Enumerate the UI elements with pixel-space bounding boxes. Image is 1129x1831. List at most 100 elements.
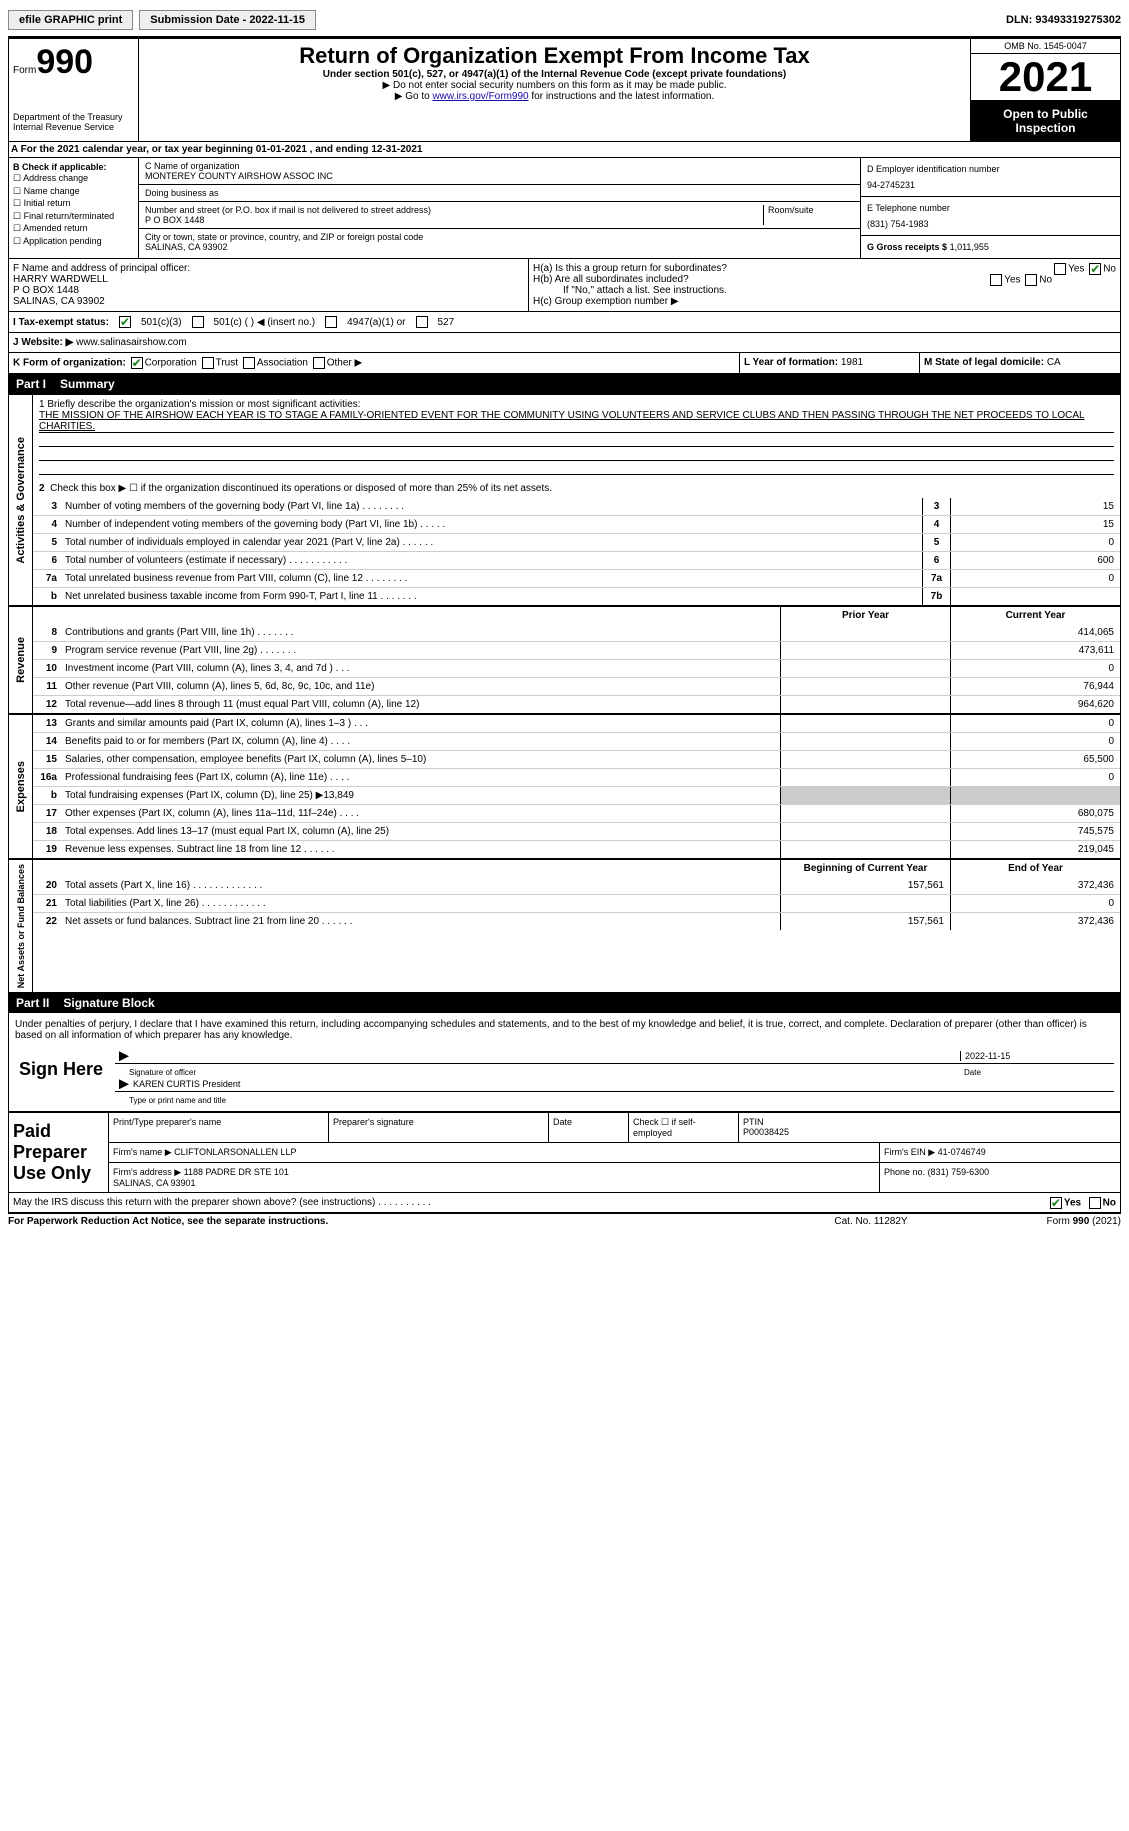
org-street: P O BOX 1448 (145, 215, 759, 225)
discuss-no[interactable] (1089, 1197, 1101, 1209)
current-year-hdr: Current Year (950, 607, 1120, 624)
sig-arrow-icon (119, 1079, 129, 1089)
hb-yes-check[interactable] (990, 274, 1002, 286)
efile-print-button[interactable]: efile GRAPHIC print (8, 10, 133, 30)
sign-here-label: Sign Here (15, 1049, 115, 1105)
check-address-change[interactable]: ☐ Address change (13, 172, 134, 185)
e-phone: (831) 754-1983 (867, 219, 1114, 229)
na-header-row: Beginning of Current Year End of Year (33, 860, 1120, 877)
hb-no-check[interactable] (1025, 274, 1037, 286)
section-revenue: Revenue Prior Year Current Year 8Contrib… (8, 606, 1121, 714)
eoy-hdr: End of Year (950, 860, 1120, 877)
c-street-label: Number and street (or P.O. box if mail i… (145, 205, 759, 215)
check-name-change[interactable]: ☐ Name change (13, 185, 134, 198)
b-label: B Check if applicable: (13, 162, 107, 172)
ha-yes-check[interactable] (1054, 263, 1066, 275)
self-employed-check[interactable]: Check ☐ if self-employed (629, 1113, 739, 1142)
line2-check: Check this box ▶ ☐ if the organization d… (50, 483, 552, 494)
officer-name: HARRY WARDWELL (13, 274, 524, 285)
row-a-tax-year: A For the 2021 calendar year, or tax yea… (8, 142, 1121, 158)
signature-block: Under penalties of perjury, I declare th… (8, 1013, 1121, 1112)
officer-street: P O BOX 1448 (13, 285, 524, 296)
check-527[interactable] (416, 316, 428, 328)
ptin: P00038425 (743, 1127, 1116, 1137)
firm-phone-label: Phone no. (884, 1167, 925, 1177)
side-rev: Revenue (13, 633, 29, 687)
org-city: SALINAS, CA 93902 (145, 242, 854, 252)
section-expenses: Expenses 13Grants and similar amounts pa… (8, 714, 1121, 859)
check-amended[interactable]: ☐ Amended return (13, 222, 134, 235)
org-name: MONTEREY COUNTY AIRSHOW ASSOC INC (145, 171, 854, 181)
line-15: 15Salaries, other compensation, employee… (33, 750, 1120, 768)
omb-number: OMB No. 1545-0047 (971, 39, 1120, 54)
form-number: 990 (36, 43, 93, 81)
line-13: 13Grants and similar amounts paid (Part … (33, 715, 1120, 732)
col-c: C Name of organizationMONTEREY COUNTY AI… (139, 158, 860, 258)
sig-arrow-icon (119, 1051, 129, 1061)
ptin-label: PTIN (743, 1117, 1116, 1127)
check-trust[interactable] (202, 357, 214, 369)
mission-text: THE MISSION OF THE AIRSHOW EACH YEAR IS … (39, 410, 1114, 433)
c-dba-label: Doing business as (145, 188, 854, 198)
paperwork-notice: For Paperwork Reduction Act Notice, see … (8, 1216, 771, 1227)
line-3: 3Number of voting members of the governi… (33, 498, 1120, 515)
form-title: Return of Organization Exempt From Incom… (147, 43, 962, 69)
line-12: 12Total revenue—add lines 8 through 11 (… (33, 695, 1120, 713)
irs-link[interactable]: www.irs.gov/Form990 (432, 91, 528, 102)
name-title-label: Type or print name and title (115, 1096, 1114, 1105)
submission-date-button[interactable]: Submission Date - 2022-11-15 (139, 10, 316, 30)
website-url: www.salinasairshow.com (76, 337, 187, 348)
check-4947[interactable] (325, 316, 337, 328)
check-501c3[interactable] (119, 316, 131, 328)
line-21: 21Total liabilities (Part X, line 26) . … (33, 894, 1120, 912)
i-label: I Tax-exempt status: (13, 317, 109, 328)
dept-treasury: Department of the Treasury Internal Reve… (13, 112, 134, 132)
paid-date-label: Date (549, 1113, 629, 1142)
part2-title: Signature Block (63, 996, 154, 1010)
row-k-l-m: K Form of organization: Corporation Trus… (8, 353, 1121, 374)
k-label: K Form of organization: (13, 358, 126, 369)
line-14: 14Benefits paid to or for members (Part … (33, 732, 1120, 750)
c-room-label: Room/suite (764, 205, 854, 225)
check-initial-return[interactable]: ☐ Initial return (13, 197, 134, 210)
discuss-row: May the IRS discuss this return with the… (8, 1193, 1121, 1213)
line-9: 9Program service revenue (Part VIII, lin… (33, 641, 1120, 659)
hb-label: H(b) Are all subordinates included? (533, 274, 689, 285)
tax-year: 2021 (971, 54, 1120, 101)
g-label: G Gross receipts $ (867, 242, 947, 252)
year-formation: 1981 (841, 357, 863, 368)
line-b: bTotal fundraising expenses (Part IX, co… (33, 786, 1120, 804)
ssn-warning: ▶ Do not enter social security numbers o… (147, 80, 962, 91)
firm-name: CLIFTONLARSONALLEN LLP (174, 1147, 296, 1157)
side-na: Net Assets or Fund Balances (14, 860, 28, 992)
section-f-h: F Name and address of principal officer:… (8, 259, 1121, 312)
line-11: 11Other revenue (Part VIII, column (A), … (33, 677, 1120, 695)
check-assoc[interactable] (243, 357, 255, 369)
check-corp[interactable] (131, 357, 143, 369)
firm-name-label: Firm's name ▶ (113, 1147, 172, 1157)
line-10: 10Investment income (Part VIII, column (… (33, 659, 1120, 677)
d-ein: 94-2745231 (867, 180, 1114, 190)
discuss-yes[interactable] (1050, 1197, 1062, 1209)
part1-title: Summary (60, 377, 115, 391)
col-h: H(a) Is this a group return for subordin… (529, 259, 1120, 311)
line-b: bNet unrelated business taxable income f… (33, 587, 1120, 605)
check-final-return[interactable]: ☐ Final return/terminated (13, 210, 134, 223)
officer-sig-field[interactable] (133, 1051, 960, 1061)
g-gross-receipts: 1,011,955 (950, 242, 989, 252)
line-22: 22Net assets or fund balances. Subtract … (33, 912, 1120, 930)
check-other[interactable] (313, 357, 325, 369)
perjury-statement: Under penalties of perjury, I declare th… (15, 1019, 1114, 1041)
col-f: F Name and address of principal officer:… (9, 259, 529, 311)
side-gov: Activities & Governance (13, 433, 29, 568)
check-app-pending[interactable]: ☐ Application pending (13, 235, 134, 248)
instructions-link-row: ▶ Go to www.irs.gov/Form990 for instruct… (147, 91, 962, 102)
prior-year-hdr: Prior Year (780, 607, 950, 624)
section-activities-governance: Activities & Governance 1 Briefly descri… (8, 394, 1121, 606)
check-501c[interactable] (192, 316, 204, 328)
ha-no-check[interactable] (1089, 263, 1101, 275)
sig-date-label: Date (964, 1068, 1114, 1077)
note2-post: for instructions and the latest informat… (529, 91, 715, 102)
sig-date: 2022-11-15 (965, 1051, 1010, 1061)
row-i-tax-status: I Tax-exempt status: 501(c)(3) 501(c) ( … (8, 312, 1121, 333)
